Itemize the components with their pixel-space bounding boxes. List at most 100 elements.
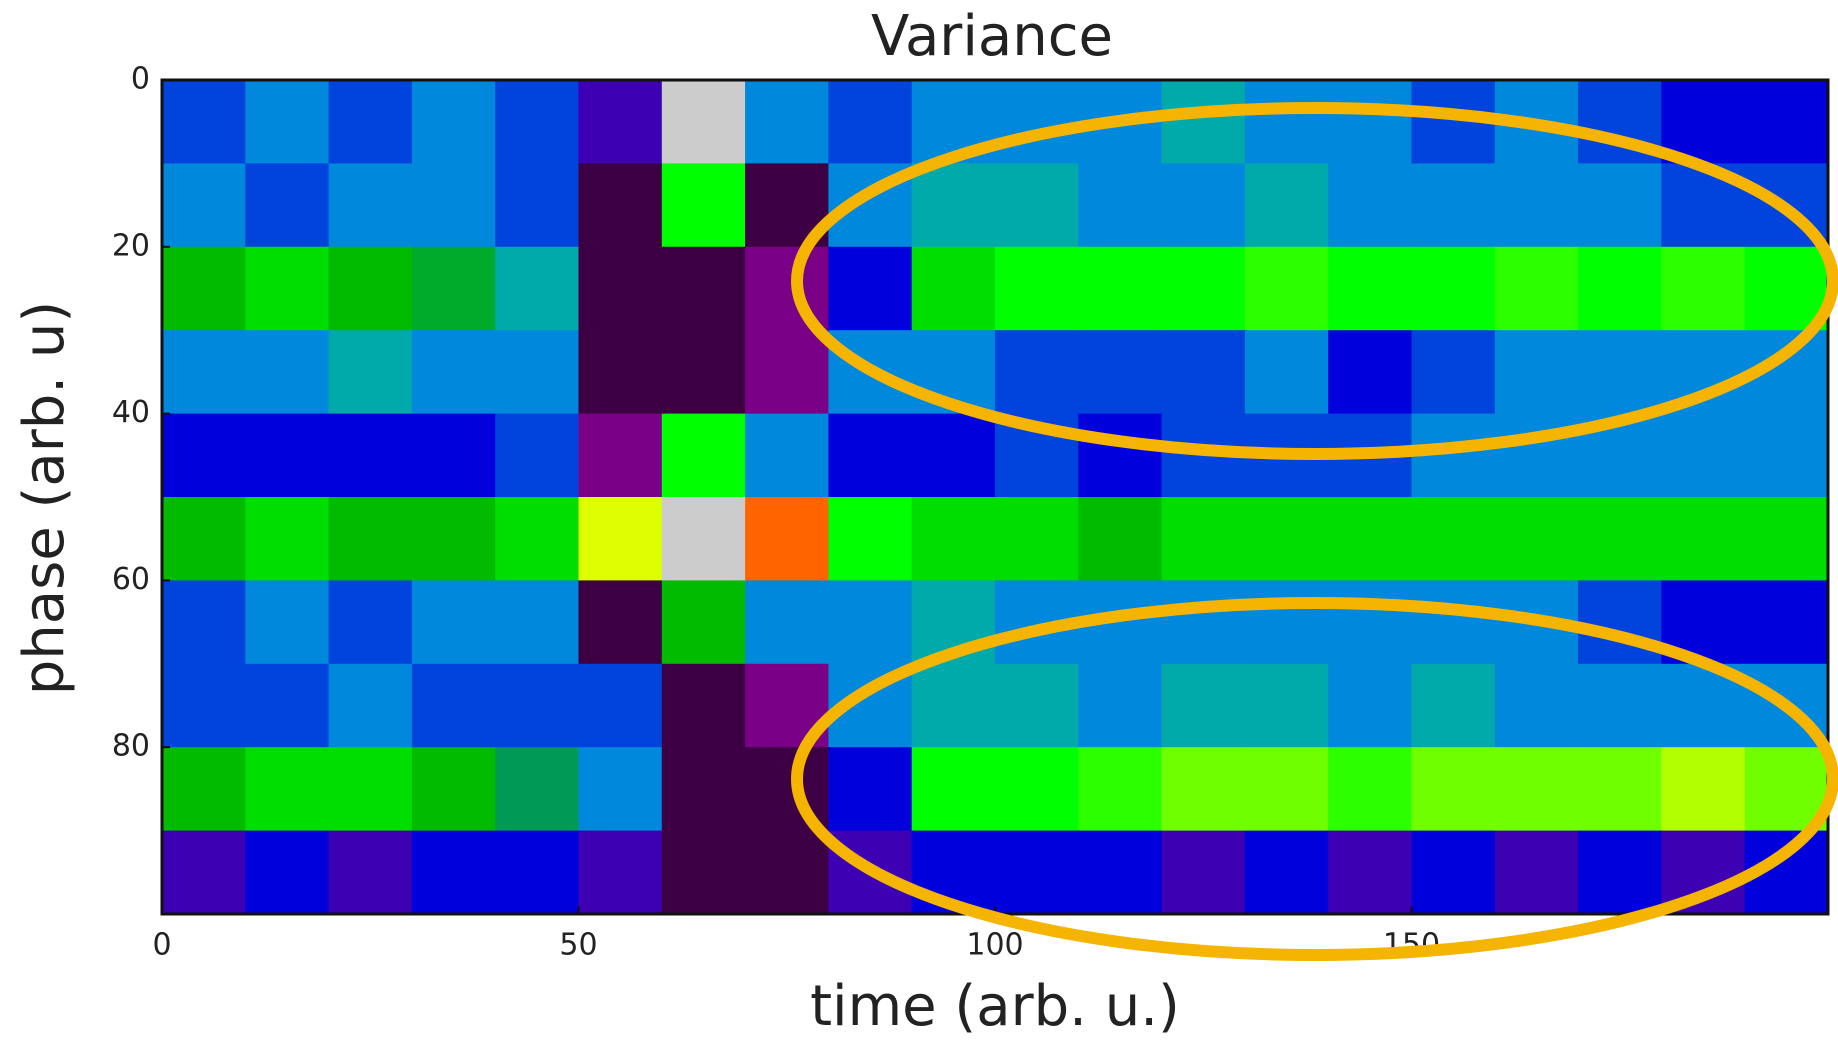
heatmap-cell bbox=[1161, 663, 1246, 748]
heatmap-cell bbox=[495, 580, 579, 665]
heatmap-cell bbox=[1328, 163, 1412, 248]
heatmap-cell bbox=[1411, 580, 1496, 665]
heatmap-cell bbox=[1744, 80, 1829, 164]
heatmap-cell bbox=[911, 663, 996, 748]
heatmap-cell bbox=[495, 163, 579, 248]
y-tick-label: 60 bbox=[112, 562, 150, 597]
heatmap-cell bbox=[1161, 497, 1246, 581]
heatmap-cell bbox=[162, 246, 246, 331]
heatmap-cell bbox=[578, 580, 663, 665]
heatmap-cell bbox=[411, 330, 496, 415]
heatmap-cell bbox=[328, 747, 413, 832]
heatmap-cell bbox=[411, 580, 496, 665]
heatmap-cell bbox=[162, 830, 246, 915]
heatmap-cell bbox=[328, 580, 413, 665]
heatmap-cell bbox=[1661, 497, 1746, 581]
heatmap-cell bbox=[328, 830, 413, 915]
heatmap-cell bbox=[328, 497, 413, 581]
heatmap-cell bbox=[828, 413, 913, 498]
heatmap-cell bbox=[1578, 246, 1662, 331]
heatmap-cell bbox=[162, 330, 246, 415]
heatmap-cell bbox=[828, 80, 913, 164]
heatmap-cell bbox=[162, 580, 246, 665]
heatmap-cell bbox=[1411, 747, 1496, 832]
heatmap-cell bbox=[995, 747, 1079, 832]
heatmap-cell bbox=[1328, 830, 1412, 915]
heatmap-cell bbox=[411, 663, 496, 748]
heatmap-cell bbox=[661, 413, 746, 498]
heatmap-cell bbox=[1328, 580, 1412, 665]
heatmap-cell bbox=[1494, 413, 1579, 498]
heatmap-cell bbox=[911, 163, 996, 248]
heatmap-cell bbox=[495, 330, 579, 415]
heatmap-cell bbox=[995, 497, 1079, 581]
heatmap-cell bbox=[328, 413, 413, 498]
heatmap-cell bbox=[661, 747, 746, 832]
heatmap-cell bbox=[1494, 163, 1579, 248]
heatmap-cell bbox=[995, 830, 1079, 915]
highlight-ellipse bbox=[791, 102, 1838, 460]
heatmap-cell bbox=[1244, 497, 1329, 581]
heatmap-cell bbox=[1078, 830, 1163, 915]
heatmap-cell bbox=[411, 163, 496, 248]
heatmap-cell bbox=[1078, 747, 1163, 832]
heatmap-cell bbox=[661, 163, 746, 248]
y-tick-label: 80 bbox=[112, 729, 150, 764]
heatmap bbox=[162, 80, 1829, 915]
heatmap-cell bbox=[1161, 580, 1246, 665]
heatmap-cell bbox=[245, 330, 330, 415]
heatmap-cell bbox=[1078, 497, 1163, 581]
highlight-ellipse bbox=[791, 597, 1838, 961]
heatmap-cell bbox=[661, 497, 746, 581]
heatmap-cell bbox=[661, 580, 746, 665]
x-tick-label: 100 bbox=[966, 928, 1023, 963]
y-tick-label: 40 bbox=[112, 395, 150, 430]
heatmap-cell bbox=[578, 413, 663, 498]
heatmap-cell bbox=[1078, 663, 1163, 748]
y-tick-label: 20 bbox=[112, 228, 150, 263]
heatmap-cell bbox=[1244, 747, 1329, 832]
heatmap-cell bbox=[745, 580, 829, 665]
heatmap-cell bbox=[1244, 80, 1329, 164]
chart-title: Variance bbox=[871, 4, 1113, 69]
heatmap-cell bbox=[578, 80, 663, 164]
heatmap-cell bbox=[1328, 747, 1412, 832]
heatmap-cell bbox=[1161, 330, 1246, 415]
heatmap-cell bbox=[162, 663, 246, 748]
heatmap-cell bbox=[1411, 663, 1496, 748]
heatmap-cell bbox=[1078, 413, 1163, 498]
heatmap-cell bbox=[745, 413, 829, 498]
heatmap-cell bbox=[495, 80, 579, 164]
heatmap-cell bbox=[1078, 246, 1163, 331]
heatmap-cell bbox=[828, 497, 913, 581]
heatmap-cell bbox=[745, 497, 829, 581]
heatmap-cell bbox=[661, 246, 746, 331]
heatmap-cell bbox=[1244, 330, 1329, 415]
heatmap-cell bbox=[162, 80, 246, 164]
heatmap-cell bbox=[328, 163, 413, 248]
heatmap-cell bbox=[1244, 163, 1329, 248]
y-axis-label: phase (arb. u) bbox=[12, 301, 77, 695]
heatmap-cell bbox=[411, 497, 496, 581]
heatmap-cell bbox=[1161, 246, 1246, 331]
heatmap-cell bbox=[911, 246, 996, 331]
heatmap-cell bbox=[162, 747, 246, 832]
heatmap-cell bbox=[1578, 580, 1662, 665]
heatmap-cell bbox=[1244, 580, 1329, 665]
heatmap-cell bbox=[661, 80, 746, 164]
heatmap-cell bbox=[1411, 497, 1496, 581]
heatmap-cell bbox=[995, 80, 1079, 164]
heatmap-cell bbox=[411, 747, 496, 832]
x-tick-label: 0 bbox=[152, 928, 171, 963]
heatmap-cell bbox=[1744, 246, 1829, 331]
heatmap-cell bbox=[995, 163, 1079, 248]
heatmap-cell bbox=[745, 246, 829, 331]
heatmap-cell bbox=[745, 830, 829, 915]
heatmap-cell bbox=[1494, 830, 1579, 915]
heatmap-cell bbox=[578, 830, 663, 915]
heatmap-cell bbox=[1494, 330, 1579, 415]
heatmap-cell bbox=[328, 330, 413, 415]
heatmap-cell bbox=[578, 246, 663, 331]
